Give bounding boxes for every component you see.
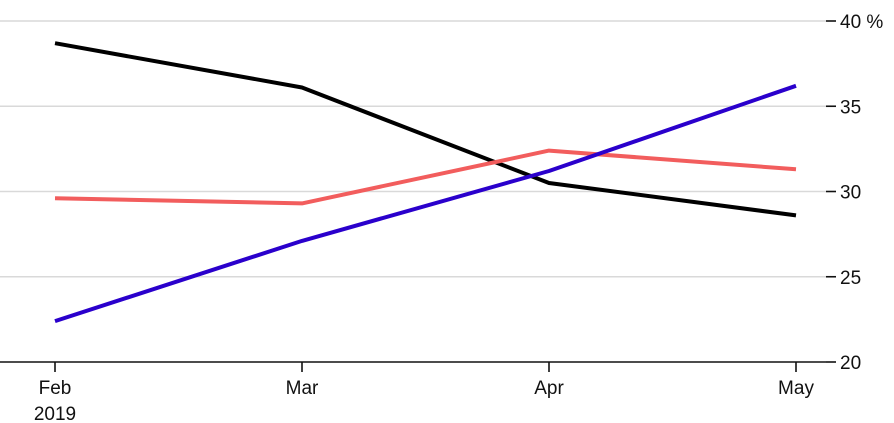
y-tick-label: 25	[840, 268, 861, 289]
x-axis: Feb 2019 Mar Apr May	[34, 362, 814, 423]
gridlines	[0, 20, 826, 363]
y-axis: 20 25 30 35 40 %	[826, 12, 883, 374]
series-line-1	[54, 41, 797, 218]
y-tick-label: 35	[840, 97, 861, 118]
series-lines	[54, 41, 797, 324]
y-tick-label: 20	[840, 353, 861, 374]
series-line-3	[54, 83, 797, 324]
x-tick-label: Apr	[534, 378, 564, 399]
x-tick-sublabel: 2019	[34, 404, 76, 423]
x-tick-label: May	[778, 378, 814, 399]
series-line-2	[54, 148, 797, 206]
x-tick-label: Feb	[39, 378, 72, 399]
x-tick-label: Mar	[286, 378, 319, 399]
y-tick-label: 40 %	[840, 12, 883, 33]
y-tick-label: 30	[840, 183, 861, 204]
